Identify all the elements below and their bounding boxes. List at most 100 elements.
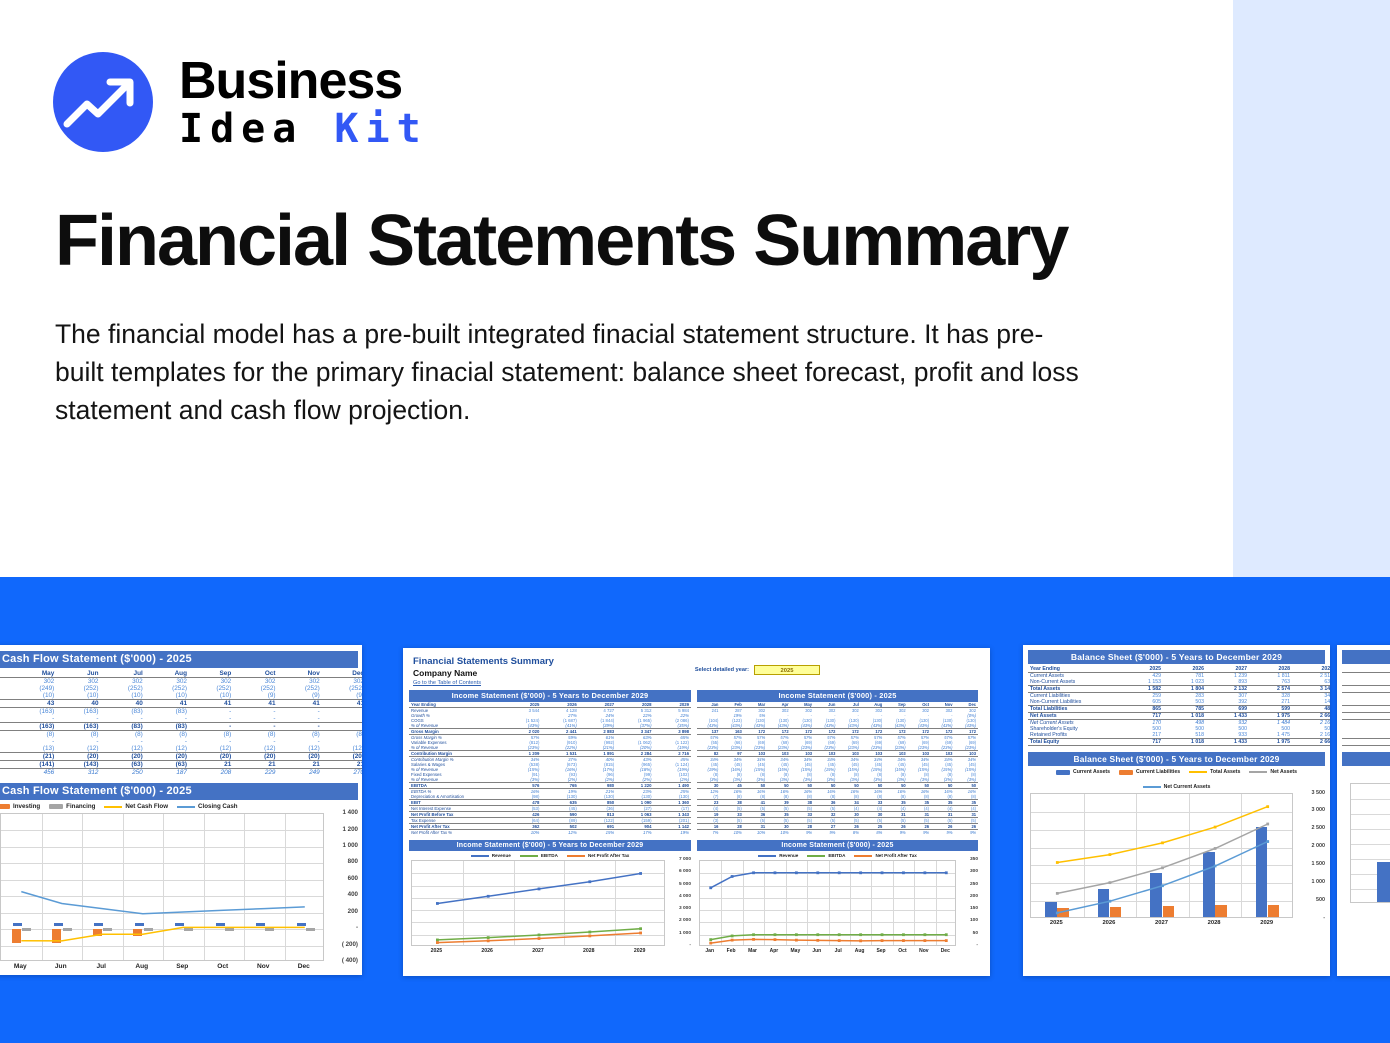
table-cell: (45) [945,762,953,767]
select-year-input[interactable]: 2025 [754,665,820,675]
table-row: % of Revenue (15%) (16%) (17%) (18%) (19%) [409,767,691,772]
table-cell: 302 [758,708,766,713]
table-cell: 933 [1238,732,1247,738]
annual-is-title: Income Statement ($'000) - 5 Years to De… [409,690,691,702]
chart-bar [1045,901,1057,917]
table-cell: 50 [767,782,791,789]
table-cell: 302 [43,678,55,685]
table-cell: (69) [851,740,859,745]
table-cell: (8) [736,772,742,777]
table-cell: 187 [176,769,187,776]
table-row: 19 33 36 35 33 32 30 30 31 31 31 31 [697,811,978,818]
table-cell: - [277,722,322,731]
table-cell: (8) [900,772,906,777]
table-cell: 302 [852,708,859,713]
chart-bar [1162,906,1175,917]
table-cell: 50 [743,782,768,789]
table-cell: (19%) [707,767,719,772]
table-cell: 172 [907,728,932,735]
table-cell: 10% [733,830,742,835]
table-cell: (45) [781,762,789,767]
legend-swatch [49,804,64,809]
x-axis-tick: Apr [769,948,779,954]
table-cell: 500 [1195,726,1204,732]
page-description: The financial model has a pre-built inte… [55,319,1079,425]
screenshot-summary[interactable]: Financial Statements Summary Company Nam… [403,648,990,976]
cashflow-chart-title: Cash Flow Statement ($'000) - 2025 [0,783,358,800]
legend-label: Closing Cash [198,803,238,810]
table-cell: 33 [860,799,885,806]
table-cell: 500 [1324,726,1330,732]
table-cell: 503 [1195,699,1204,705]
table-cell: 302 [945,708,953,713]
col-2025: 2025 [1120,666,1163,673]
table-cell: (8) [900,794,906,799]
table-cell: 10% [780,830,789,835]
summary-company: Company Name [413,668,478,678]
table-cell: (10) [175,692,187,699]
legend-label: Total Assets [1210,769,1241,775]
legend-item: Revenue [470,853,511,858]
table-cell: (7) [713,794,719,799]
table-cell: (98) [531,794,540,799]
table-cell: 43% [642,757,652,762]
table-cell: 163 [720,728,744,735]
table-cell: (1 965) [637,718,652,723]
table-cell: (8) [356,731,362,738]
x-axis-tick: Feb [726,948,736,954]
table-cell: 57% [874,735,883,740]
table-cell: 1 804 [1163,685,1206,693]
table-cell: (5) [783,818,789,823]
table-cell: 37% [568,757,577,762]
table-cell: 34% [780,757,789,762]
table-cell: (15%) [824,767,836,772]
table-cell: (130) [896,718,906,723]
screenshot-balance-sheet[interactable]: Balance Sheet ($'000) - 5 Years to Decem… [1023,645,1330,976]
table-cell: 1 090 [616,799,654,806]
table-cell: (8) [267,731,276,738]
table-cell: (91) [531,772,540,777]
table-cell: 21 [277,760,322,769]
table-cell: 429 [1152,673,1161,679]
table-cell: 7% [712,830,719,835]
row-label: Net Interest Expense [411,806,452,811]
table-cell: 287 [734,708,742,713]
table-cell: 635 [541,799,579,806]
month-col-header: Apr [767,702,791,708]
row-label: Current Assets [1030,673,1065,679]
table-cell: (23%) [965,745,976,750]
annual-income-statement-table: Year Ending 2025 2026 2027 2028 2029 Rev… [409,702,691,835]
table-row: 512 [1342,738,1390,746]
table-row: (21)(20)(20)(20)(20)(20)(20)(20) [0,752,362,761]
table-cell: 328 [1281,693,1290,699]
row-label: Total Liabilities [1028,705,1120,713]
table-cell: 502 [541,823,579,830]
table-cell: 9% [923,830,930,835]
table-cell: (39%) [602,723,615,728]
table-cell: 980 [578,782,617,789]
screenshot-balance-monthly-partial[interactable]: Jan 1 1741241 297936927865121 0815001251… [1337,645,1390,976]
table-cell: (130) [604,794,615,799]
screenshot-cashflow[interactable]: Cash Flow Statement ($'000) - 2025 May J… [0,645,362,975]
table-cell: 40% [605,757,615,762]
col-may: May [12,670,57,678]
table-cell: 633 [1324,679,1330,685]
table-cell: (55) [711,740,719,745]
toc-link[interactable]: Go to the Table of Contents [413,680,481,686]
balance-monthly-title [1342,650,1390,664]
table-row: (55) (66) (69) (69) (69) (69) (69) (69) (69) (69)… [697,740,978,745]
table-cell: (43%) [941,723,953,728]
table-cell: 16% [733,789,742,794]
table-cell: (252) [260,685,276,692]
table-cell: (10) [87,692,99,699]
y-axis-tick: 3 500 [1311,789,1326,796]
table-cell: 16% [827,789,836,794]
table-cell: 2 020 [504,728,542,735]
table-cell: (13) [42,745,55,752]
table-cell: 717 [1120,738,1163,746]
legend-swatch [1189,771,1208,773]
table-cell: - [834,713,836,718]
table-cell: 34% [967,757,976,762]
x-axis-tick: Jul [834,948,842,954]
